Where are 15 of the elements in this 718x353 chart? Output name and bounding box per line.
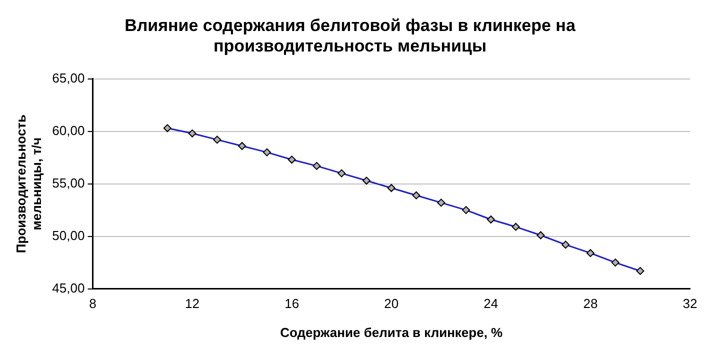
x-tick-label: 12: [185, 296, 200, 312]
x-tick-label: 16: [284, 296, 300, 312]
x-tick-label: 28: [583, 296, 598, 312]
y-tick-label: 65,00: [52, 70, 85, 86]
y-tick-label: 45,00: [52, 280, 85, 296]
y-tick-label: 50,00: [52, 228, 85, 243]
chart-title: Влияние содержания белитовой фазы в клинкере на производительность мельницы: [124, 16, 576, 56]
y-axis-title: Производительность мельницы, т/ч: [13, 114, 44, 254]
x-tick-label: 8: [89, 296, 96, 312]
y-tick-label: 60,00: [52, 122, 85, 138]
x-tick-label: 32: [682, 296, 698, 312]
x-tick-label: 20: [384, 296, 399, 312]
y-tick-label: 55,00: [52, 175, 85, 190]
x-axis-title: Содержание белита в клинкере, %: [280, 324, 504, 340]
x-tick-label: 24: [484, 296, 498, 312]
